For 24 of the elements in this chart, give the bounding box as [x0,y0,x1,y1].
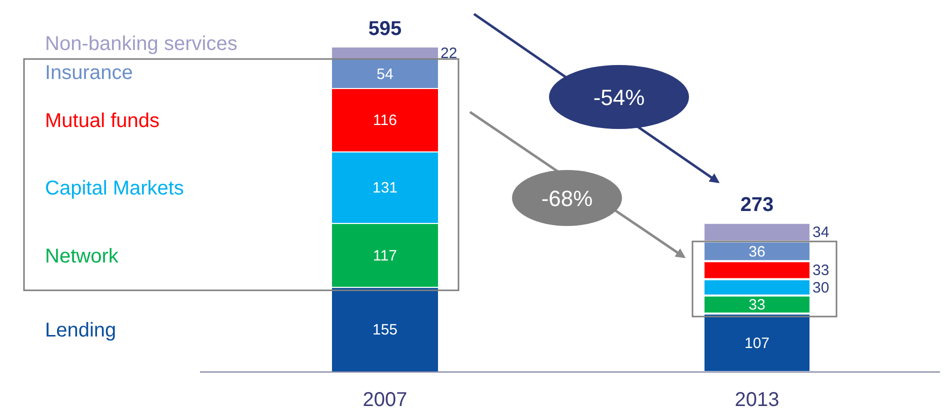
data-label: 107 [744,334,770,352]
data-label: 155 [372,322,398,339]
data-label: 30 [812,279,830,296]
text: Insurance [45,62,133,84]
x-tick-label: 2013 [734,389,780,411]
total-label: 595 [368,18,402,40]
data-label: 34 [812,224,830,242]
total-label: 273 [740,194,774,216]
text: Network [45,245,120,268]
data-label: 22 [440,45,458,62]
text: Capital Markets [45,178,184,200]
data-label: 36 [748,243,766,260]
x-tick-label: 2007 [362,389,408,411]
text: Non-banking services [45,33,238,56]
data-label: 131 [372,180,398,197]
data-label: 33 [812,262,830,280]
data-label: 54 [376,66,394,83]
annotation: -54% [593,85,645,110]
data-label: 117 [373,247,397,264]
data-label: 116 [373,112,397,130]
data-label: 33 [748,296,766,314]
annotation: -68% [541,186,593,211]
text: Lending [45,320,116,342]
text: Mutual funds [45,110,160,132]
